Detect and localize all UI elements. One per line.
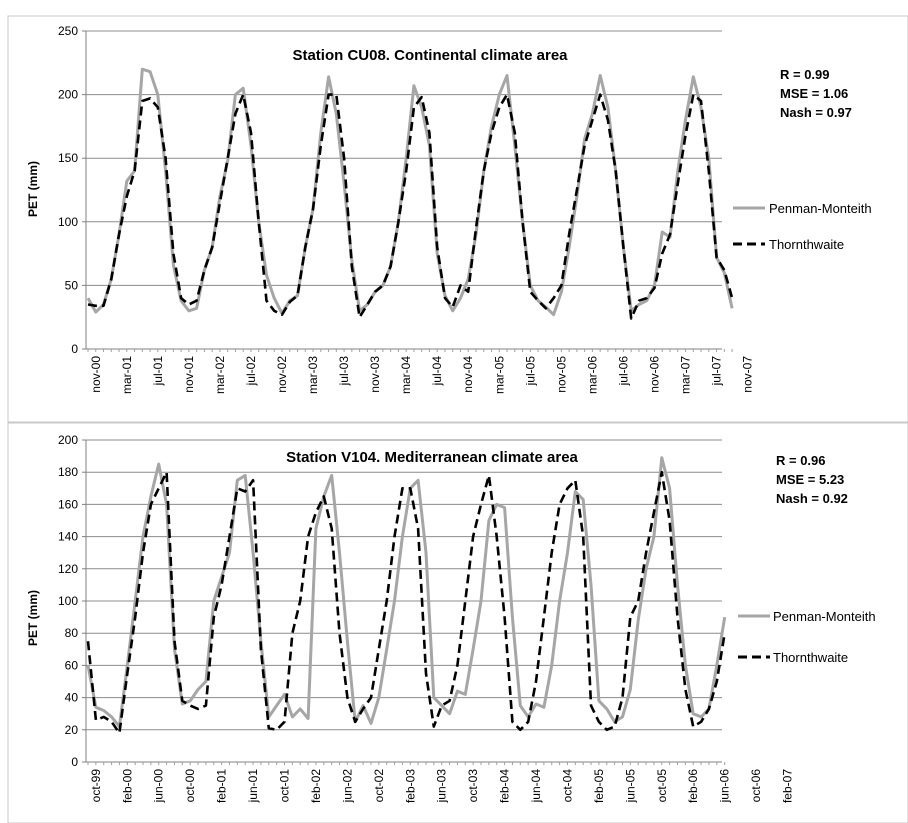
x-tick-label: mar-03 (306, 356, 320, 394)
x-tick-label: nov-07 (741, 356, 755, 393)
x-tick-label: jul-02 (244, 356, 258, 387)
legend-label-thornthwaite: Thornthwaite (769, 237, 844, 252)
legend-label-penman-monteith: Penman-Monteith (773, 609, 876, 624)
chart-mediterranean-grid (86, 439, 722, 731)
x-tick-label: nov-00 (89, 356, 103, 393)
x-tick-label: oct-99 (89, 769, 103, 803)
chart-continental-y-axis-label: PET (mm) (26, 161, 40, 217)
x-tick-label: oct-01 (278, 769, 292, 803)
y-tick-label: 160 (58, 497, 78, 511)
x-tick-label: feb-06 (686, 769, 700, 803)
x-tick-label: oct-02 (372, 769, 386, 803)
x-tick-label: mar-02 (213, 356, 227, 394)
y-tick-label: 0 (71, 755, 78, 769)
chart-continental-title: Station CU08. Continental climate area (292, 47, 568, 64)
y-tick-label: 50 (65, 278, 79, 292)
chart-continental-grid (86, 30, 722, 286)
x-tick-label: jun-06 (718, 769, 732, 804)
x-tick-label: mar-05 (492, 356, 506, 394)
x-tick-label: jul-05 (523, 356, 537, 387)
x-tick-label: mar-04 (399, 356, 413, 394)
x-tick-label: feb-05 (592, 769, 606, 803)
x-tick-label: mar-07 (679, 356, 693, 394)
x-tick-label: jul-07 (710, 356, 724, 387)
chart-continental-stats: R = 0.99 MSE = 1.06 Nash = 0.97 (780, 67, 852, 120)
y-tick-label: 180 (58, 465, 78, 479)
y-tick-label: 100 (58, 215, 78, 229)
chart-continental-plot (86, 67, 734, 320)
x-tick-label: nov-06 (647, 356, 661, 393)
x-tick-label: jul-06 (616, 356, 630, 387)
x-tick-label: feb-00 (120, 769, 134, 803)
x-tick-label: jun-01 (246, 769, 260, 804)
stat-r: R = 0.99 (780, 67, 830, 82)
chart-mediterranean-legend: Penman-Monteith Thornthwaite (738, 609, 876, 665)
stat-nash: Nash = 0.92 (776, 491, 848, 506)
x-tick-label: nov-04 (461, 356, 475, 393)
stat-mse: MSE = 5.23 (776, 472, 844, 487)
chart-mediterranean: 0 20 40 60 80 100 120 140 160 180 200 oct-99 feb-00 j… (26, 433, 876, 803)
y-tick-label: 60 (65, 658, 79, 672)
x-tick-label: feb-04 (498, 769, 512, 803)
x-tick-label: nov-03 (368, 356, 382, 393)
y-tick-label: 150 (58, 151, 78, 165)
chart-mediterranean-stats: R = 0.96 MSE = 5.23 Nash = 0.92 (776, 453, 848, 506)
legend-label-thornthwaite: Thornthwaite (773, 650, 848, 665)
y-tick-label: 200 (58, 433, 78, 447)
series-line-thornthwaite (87, 93, 734, 320)
x-tick-label: feb-07 (781, 769, 795, 803)
chart-mediterranean-axes: 0 20 40 60 80 100 120 140 160 180 200 oct-99 feb-00 j… (58, 433, 795, 803)
chart-mediterranean-title: Station V104. Mediterranean climate area (286, 449, 578, 466)
x-tick-label: oct-03 (466, 769, 480, 803)
stat-nash: Nash = 0.97 (780, 105, 852, 120)
x-tick-label: jun-03 (435, 769, 449, 804)
x-tick-label: feb-01 (215, 769, 229, 803)
chart-continental-legend: Penman-Monteith Thornthwaite (733, 201, 872, 252)
x-tick-label: jun-00 (152, 769, 166, 804)
x-tick-label: oct-06 (749, 769, 763, 803)
x-tick-label: jun-02 (340, 769, 354, 804)
series-line-thornthwaite (86, 470, 726, 735)
x-tick-label: mar-01 (120, 356, 134, 394)
x-tick-label: jul-03 (337, 356, 351, 387)
chart-mediterranean-y-axis-label: PET (mm) (26, 590, 40, 646)
x-tick-label: nov-01 (182, 356, 196, 393)
y-tick-label: 140 (58, 530, 78, 544)
x-tick-label: jul-04 (430, 356, 444, 387)
x-tick-label: jun-05 (623, 769, 637, 804)
y-tick-label: 40 (65, 691, 79, 705)
y-tick-label: 250 (58, 24, 78, 38)
x-tick-label: oct-04 (560, 769, 574, 803)
chart-continental: 0 50 100 150 200 250 nov-00 mar-01 jul-01 nov-01 m… (26, 24, 872, 394)
panel-frame-top (7, 15, 908, 423)
y-tick-label: 0 (71, 342, 78, 356)
x-tick-label: feb-02 (309, 769, 323, 803)
x-tick-label: nov-05 (554, 356, 568, 393)
legend-label-penman-monteith: Penman-Monteith (769, 201, 872, 216)
y-tick-label: 120 (58, 562, 78, 576)
chart-continental-axes: 0 50 100 150 200 250 nov-00 mar-01 jul-01 nov-01 m… (58, 24, 755, 394)
y-tick-label: 100 (58, 594, 78, 608)
x-tick-label: feb-03 (403, 769, 417, 803)
chart-mediterranean-plot (86, 456, 727, 735)
y-tick-label: 200 (58, 88, 78, 102)
x-tick-label: jul-01 (151, 356, 165, 387)
series-line-penman-monteith (86, 456, 727, 729)
stat-r: R = 0.96 (776, 453, 826, 468)
y-tick-label: 20 (65, 723, 79, 737)
x-tick-label: oct-00 (183, 769, 197, 803)
x-tick-label: nov-02 (275, 356, 289, 393)
x-tick-label: oct-05 (655, 769, 669, 803)
x-tick-label: mar-06 (585, 356, 599, 394)
y-tick-label: 80 (65, 626, 79, 640)
x-tick-label: jun-04 (529, 769, 543, 804)
stat-mse: MSE = 1.06 (780, 86, 848, 101)
